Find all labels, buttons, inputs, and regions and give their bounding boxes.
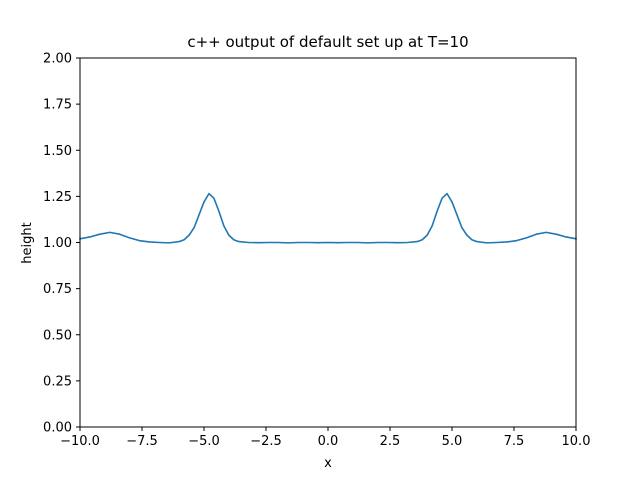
y-tick-label: 0.25 bbox=[43, 374, 72, 389]
y-tick-label: 1.00 bbox=[43, 236, 72, 251]
y-tick-label: 1.75 bbox=[43, 98, 72, 113]
x-tick-label: 10.0 bbox=[562, 434, 591, 449]
x-tick-label: 5.0 bbox=[442, 434, 463, 449]
y-tick-label: 0.00 bbox=[43, 421, 72, 436]
y-tick-label: 0.75 bbox=[43, 282, 72, 297]
x-tick-label: 0.0 bbox=[318, 434, 339, 449]
x-tick-label: −10.0 bbox=[60, 434, 100, 449]
x-tick-label: 7.5 bbox=[504, 434, 525, 449]
x-tick-label: −7.5 bbox=[126, 434, 158, 449]
x-tick-label: −2.5 bbox=[250, 434, 282, 449]
series-line-0 bbox=[79, 192, 577, 244]
y-tick-label: 0.50 bbox=[43, 328, 72, 343]
x-tick-label: 2.5 bbox=[380, 434, 401, 449]
y-tick-label: 1.50 bbox=[43, 144, 72, 159]
plot-area: −10.0 −7.5 −5.0 −2.5 0.0 2.5 5.0 7.5 10.0 0.00 0.2… bbox=[43, 52, 590, 450]
y-tick-label: 1.25 bbox=[43, 190, 72, 205]
y-tick-label: 2.00 bbox=[43, 52, 72, 67]
y-axis-label: height bbox=[20, 222, 35, 263]
chart-title: c++ output of default set up at T=10 bbox=[187, 33, 468, 51]
x-axis-label: x bbox=[324, 456, 332, 471]
x-tick-label: −5.0 bbox=[188, 434, 220, 449]
